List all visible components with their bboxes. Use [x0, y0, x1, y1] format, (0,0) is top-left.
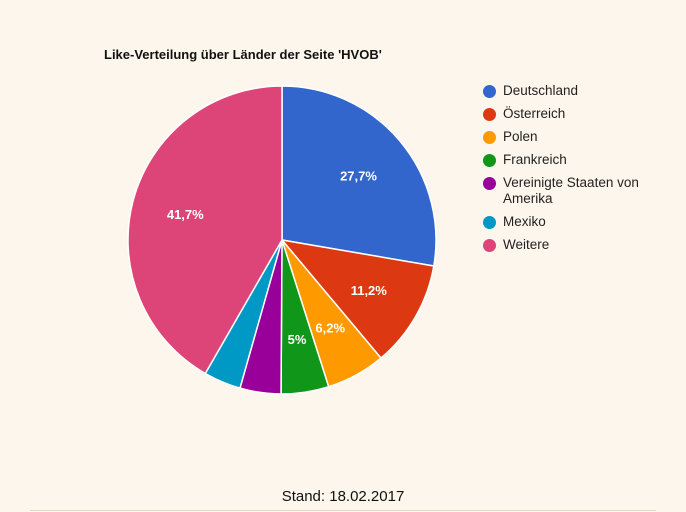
bottom-divider	[30, 510, 656, 511]
legend-item-1: Österreich	[483, 106, 683, 122]
legend-item-2: Polen	[483, 129, 683, 145]
legend-item-6: Weitere	[483, 237, 683, 253]
legend-swatch	[483, 108, 496, 121]
legend-item-5: Mexiko	[483, 214, 683, 230]
slice-label-2: 6,2%	[315, 321, 345, 336]
legend-swatch	[483, 239, 496, 252]
legend-label: Vereinigte Staaten von Amerika	[503, 175, 639, 206]
legend-swatch	[483, 85, 496, 98]
chart-title: Like-Verteilung über Länder der Seite 'H…	[104, 47, 382, 62]
legend-swatch	[483, 216, 496, 229]
legend-label: Mexiko	[503, 214, 546, 229]
pie-slice-0	[281, 85, 437, 267]
legend-label: Österreich	[503, 106, 566, 121]
legend: Deutschland Österreich Polen Frankreich Vere…	[483, 83, 683, 260]
legend-swatch	[483, 131, 496, 144]
legend-label: Deutschland	[503, 83, 579, 98]
legend-label: Weitere	[503, 237, 550, 252]
legend-item-4: Vereinigte Staaten von Amerika	[483, 175, 683, 207]
footer-date: Stand: 18.02.2017	[281, 488, 405, 505]
legend-swatch	[483, 177, 496, 190]
legend-swatch	[483, 154, 496, 167]
slice-label-0: 27,7%	[340, 168, 377, 183]
legend-item-0: Deutschland	[483, 83, 683, 99]
slice-label-6: 41,7%	[167, 207, 204, 222]
slice-label-1: 11,2%	[351, 283, 388, 298]
slice-label-3: 5%	[288, 332, 307, 347]
legend-label: Polen	[503, 129, 538, 144]
pie-slice-6	[127, 85, 283, 375]
pie-slice-1	[280, 238, 435, 360]
legend-label: Frankreich	[503, 152, 567, 167]
legend-item-3: Frankreich	[483, 152, 683, 168]
